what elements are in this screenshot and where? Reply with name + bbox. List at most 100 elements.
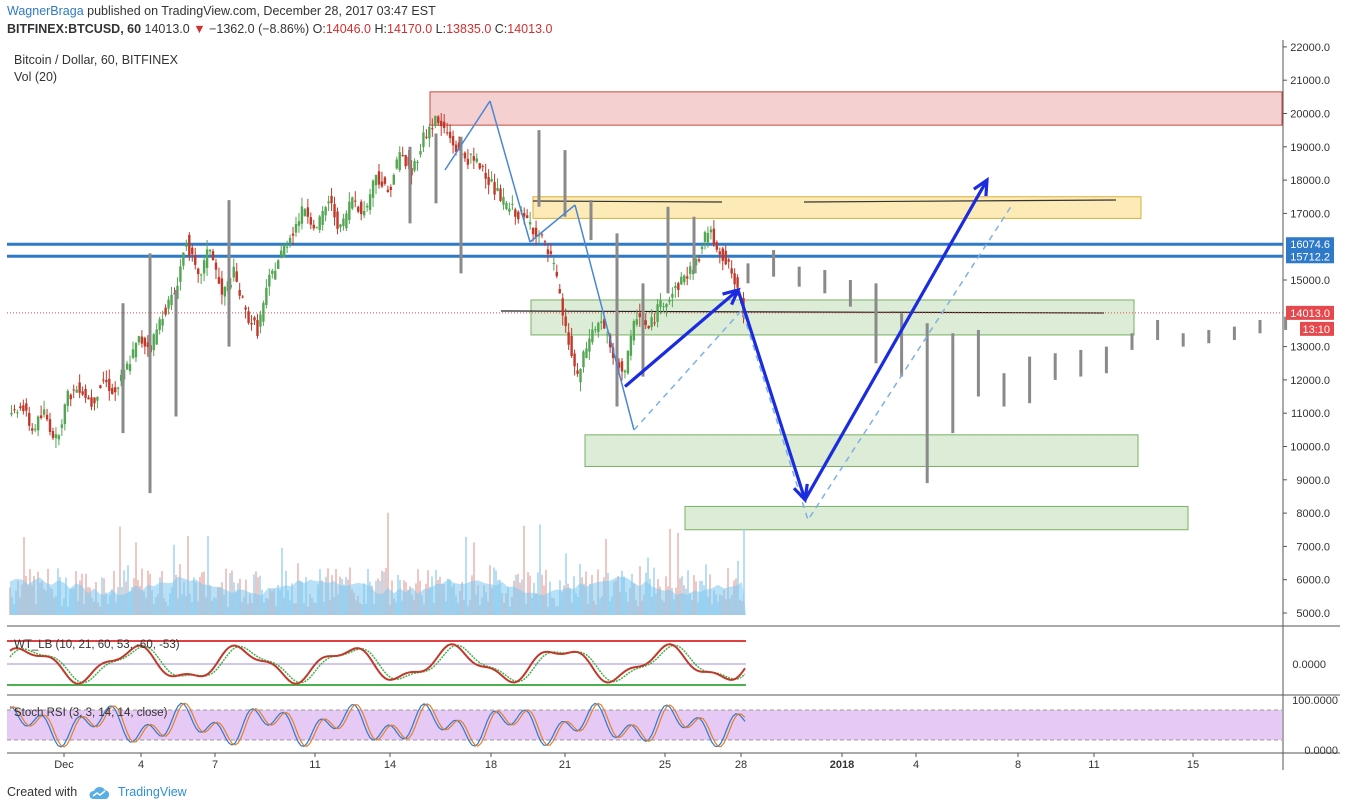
candle-body xyxy=(57,435,61,440)
candle-body xyxy=(39,415,43,419)
candle-body xyxy=(579,368,582,383)
low-value: 13835.0 xyxy=(446,22,492,36)
high-value: 14170.0 xyxy=(387,22,433,36)
thin-arrow xyxy=(529,204,576,243)
candle-body xyxy=(312,224,315,229)
candle-body xyxy=(555,271,559,277)
tradingview-link[interactable]: TradingView xyxy=(117,785,187,799)
candle-body xyxy=(188,234,191,257)
candle-body xyxy=(709,229,713,233)
candle-body xyxy=(66,390,69,406)
candle-body xyxy=(128,364,132,372)
candle-body xyxy=(241,296,244,298)
candle-body xyxy=(365,205,369,208)
zone-resistance xyxy=(429,91,1283,126)
candle-body xyxy=(549,251,553,254)
candle-body xyxy=(354,200,357,202)
candle-body xyxy=(164,307,167,315)
candle-body xyxy=(217,276,221,284)
candle-body xyxy=(736,277,739,288)
candle-body xyxy=(428,126,431,139)
zone-support xyxy=(684,505,1189,531)
candle-body xyxy=(392,174,396,185)
candle-body xyxy=(28,412,31,426)
tradingview-cloud-icon xyxy=(89,786,109,799)
candle-body xyxy=(51,431,55,438)
candle-body xyxy=(131,349,135,358)
x-tick-label: Dec xyxy=(54,759,74,771)
candle-body xyxy=(232,266,235,278)
candle-body xyxy=(137,336,141,343)
candle-body xyxy=(564,316,567,327)
candle-body xyxy=(540,234,544,236)
y-tick-label: 11000.0 xyxy=(1291,408,1330,420)
last-price: 14013.0 xyxy=(144,22,190,36)
candle-body xyxy=(146,342,150,348)
y-tick-label: 9000.0 xyxy=(1296,475,1330,487)
candle-body xyxy=(656,304,659,322)
publish-header: WagnerBraga published on TradingView.com… xyxy=(7,4,436,18)
candle-body xyxy=(588,338,591,352)
candle-body xyxy=(285,246,289,248)
candle-body xyxy=(268,274,271,287)
candle-body xyxy=(686,276,689,279)
candle-body xyxy=(472,156,476,161)
x-tick-label: 7 xyxy=(212,759,218,771)
author-link[interactable]: WagnerBraga xyxy=(7,4,84,18)
candle-body xyxy=(380,181,384,187)
candle-body xyxy=(45,414,49,420)
candle-body xyxy=(259,314,262,327)
candle-body xyxy=(570,335,573,357)
candle-body xyxy=(84,388,87,398)
stoch-y-tick: 100.0000 xyxy=(1292,695,1338,707)
y-tick-label: 15000.0 xyxy=(1290,275,1330,287)
candle-body xyxy=(374,175,378,186)
y-tick-label: 8000.0 xyxy=(1296,508,1330,520)
candle-body xyxy=(300,206,304,224)
candle-body xyxy=(72,389,75,391)
candle-body xyxy=(528,221,532,225)
candle-body xyxy=(31,428,34,431)
x-tick-label: 2018 xyxy=(830,759,854,771)
thin-arrow xyxy=(489,100,531,243)
candle-body xyxy=(431,128,434,130)
candle-body xyxy=(395,159,398,169)
projection-arrow xyxy=(803,179,989,501)
arrow-head xyxy=(972,176,989,197)
candle-body xyxy=(413,161,416,171)
level-tag-label: 15712.2 xyxy=(1290,251,1330,263)
candle-body xyxy=(537,235,541,237)
candle-body xyxy=(484,172,487,179)
candle-body xyxy=(161,318,164,326)
candle-body xyxy=(715,242,719,250)
wt-signal-line xyxy=(9,644,746,684)
candle-body xyxy=(102,379,105,381)
candle-body xyxy=(279,250,283,256)
candle-body xyxy=(573,353,576,367)
candle-body xyxy=(371,180,375,198)
candle-body xyxy=(558,288,561,294)
x-tick-label: 11 xyxy=(309,759,320,771)
candle-body xyxy=(700,246,704,250)
candle-body xyxy=(457,142,461,150)
wt-indicator-label: WT_LB (10, 21, 60, 53, -60, -53) xyxy=(14,639,180,651)
candle-body xyxy=(508,208,511,212)
candle-body xyxy=(445,132,449,134)
open-label: O: xyxy=(312,22,326,36)
candle-body xyxy=(362,210,366,216)
candle-body xyxy=(659,300,662,308)
candle-body xyxy=(33,428,37,430)
y-tick-label: 6000.0 xyxy=(1296,575,1330,587)
y-tick-label: 18000.0 xyxy=(1290,175,1330,187)
candle-body xyxy=(368,194,372,210)
y-tick-label: 5000.0 xyxy=(1296,608,1330,620)
candle-body xyxy=(617,362,621,368)
candle-body xyxy=(650,317,653,328)
publish-info: published on TradingView.com, December 2… xyxy=(83,4,436,18)
candle-body xyxy=(19,406,22,409)
price-tag xyxy=(1286,305,1334,320)
countdown-tag xyxy=(1300,321,1334,336)
candle-body xyxy=(419,151,422,155)
candle-body xyxy=(179,266,182,282)
